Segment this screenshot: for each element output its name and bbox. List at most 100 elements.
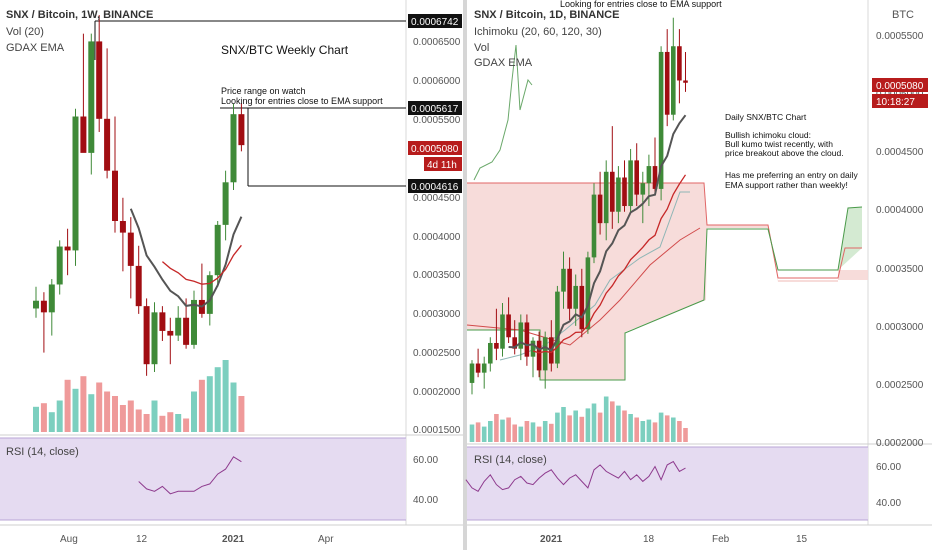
volume-bar xyxy=(206,376,213,432)
left-price-tag-text: 0.0004616 xyxy=(411,182,459,193)
ema-slow-line xyxy=(532,174,687,354)
candle-body xyxy=(640,183,646,195)
ichimoku-span-b xyxy=(467,206,863,381)
volume-bar xyxy=(183,418,190,432)
candle-body xyxy=(658,51,664,189)
left-candles xyxy=(33,15,245,376)
volume-bar xyxy=(494,414,499,442)
candle-body xyxy=(512,337,517,349)
volume-bar xyxy=(119,405,126,432)
right-price-tick: 0.0002000 xyxy=(876,438,924,449)
volume-bar xyxy=(48,412,55,432)
left-price-tick: 0.0002500 xyxy=(413,348,461,359)
ichimoku-cloud-bearish xyxy=(467,183,868,380)
right-note-6: EMA support rather than weekly! xyxy=(725,180,848,190)
right-price-tick: 0.0005500 xyxy=(876,31,924,42)
right-price-tag-text: 0.0005080 xyxy=(876,81,924,92)
rsi-line xyxy=(465,460,686,492)
candle-body xyxy=(603,171,609,224)
candle-body xyxy=(112,170,118,221)
volume-bar xyxy=(677,421,682,442)
volume-bar xyxy=(214,367,221,432)
candle-body xyxy=(677,46,682,81)
left-price-tick: 0.0006000 xyxy=(413,76,461,87)
candle-body xyxy=(88,41,95,153)
volume-bar xyxy=(191,391,197,432)
right-volume-bars xyxy=(469,396,688,442)
left-price-tick: 0.0006500 xyxy=(413,37,461,48)
volume-bar xyxy=(488,421,493,442)
candle-body xyxy=(33,300,39,309)
candle-body xyxy=(143,306,150,365)
volume-bar xyxy=(658,412,664,442)
left-price-tag-text: 0.0005080 xyxy=(411,144,459,155)
volume-bar xyxy=(524,421,530,442)
right-note-1: Daily SNX/BTC Chart xyxy=(725,112,807,122)
right-note-2: Bullish ichimoku cloud: xyxy=(725,130,811,140)
volume-bar xyxy=(175,414,182,432)
volume-bar xyxy=(628,414,633,442)
volume-bar xyxy=(616,405,621,442)
volume-bar xyxy=(151,400,158,432)
candle-body xyxy=(646,166,652,184)
volume-bar xyxy=(230,382,237,432)
volume-bar xyxy=(135,409,142,432)
right-indicator-ichimoku: Ichimoku (20, 60, 120, 30) xyxy=(474,26,602,38)
candle-body xyxy=(64,246,71,251)
candle-body xyxy=(652,166,658,189)
volume-bar xyxy=(33,406,39,432)
volume-bar xyxy=(603,396,609,442)
right-rsi-tick: 60.00 xyxy=(876,462,901,473)
candle-body xyxy=(56,246,63,285)
volume-bar xyxy=(542,421,548,442)
left-price-tag xyxy=(408,101,462,115)
candle-body xyxy=(191,299,197,345)
left-rsi-tick: 40.00 xyxy=(413,495,438,506)
candle-body xyxy=(72,116,79,251)
candle-body xyxy=(555,291,560,364)
candle-body xyxy=(135,265,142,307)
left-rsi-panel xyxy=(0,438,406,520)
panel-divider xyxy=(463,0,467,550)
left-price-tag xyxy=(408,179,462,193)
left-rsi-label: RSI (14, close) xyxy=(6,446,79,458)
left-time-tick: 2021 xyxy=(222,534,245,545)
left-rsi-line xyxy=(138,456,242,495)
volume-bar xyxy=(555,412,560,442)
left-price-tag xyxy=(408,141,462,155)
volume-bar xyxy=(597,412,603,442)
right-note-4: price breakout above the cloud. xyxy=(725,148,844,158)
right-chart-header: SNX / Bitcoin, 1D, BINANCE xyxy=(474,9,619,21)
volume-bar xyxy=(640,421,646,442)
right-price-tick: 0.0003000 xyxy=(876,322,924,333)
volume-bar xyxy=(561,407,566,442)
candle-body xyxy=(610,171,615,212)
left-volume-bars xyxy=(33,360,245,432)
volume-bar xyxy=(104,391,111,432)
candle-body xyxy=(167,330,174,336)
candle-body xyxy=(127,232,134,266)
volume-bar xyxy=(112,396,118,432)
volume-bar xyxy=(72,388,79,432)
candle-body xyxy=(585,257,591,330)
right-time-tick: 15 xyxy=(796,534,808,545)
left-price-tick: 0.0005500 xyxy=(413,115,461,126)
candle-body xyxy=(616,177,621,212)
candle-body xyxy=(671,46,676,115)
candle-body xyxy=(622,177,627,207)
candle-body xyxy=(567,268,572,309)
candle-body xyxy=(222,182,229,225)
candle-body xyxy=(530,340,536,357)
left-rsi-tick: 60.00 xyxy=(413,455,438,466)
left-price-tag-text: 0.0005617 xyxy=(411,104,459,115)
candle-body xyxy=(48,284,55,313)
volume-bar xyxy=(167,412,174,432)
right-time-tick: Feb xyxy=(712,534,730,545)
right-price-tag-text: 10:18:27 xyxy=(876,97,915,108)
volume-bar xyxy=(652,422,658,442)
candle-body xyxy=(683,80,688,83)
right-indicator-ema: GDAX EMA xyxy=(474,57,533,69)
left-chart-header: SNX / Bitcoin, 1W, BINANCE xyxy=(6,9,153,21)
left-ema-lines xyxy=(129,208,243,308)
